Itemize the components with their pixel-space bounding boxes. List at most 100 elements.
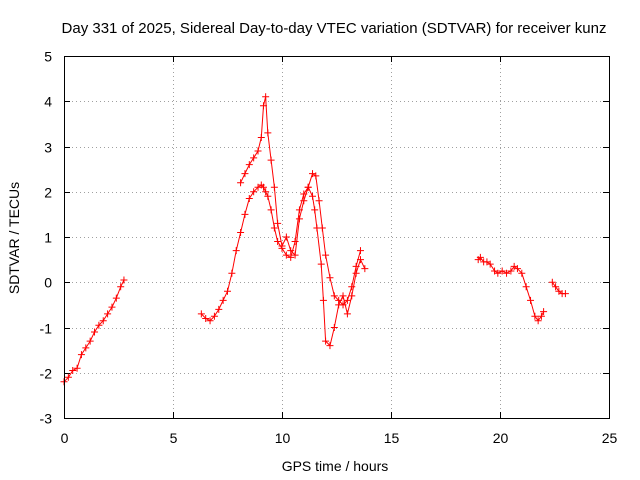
x-tick-label: 25 — [602, 430, 618, 446]
data-point — [326, 274, 334, 282]
data-point — [274, 219, 282, 227]
x-tick-label: 10 — [275, 430, 291, 446]
data-point — [257, 133, 265, 141]
series-line-seg2 — [200, 184, 366, 347]
data-point — [117, 283, 125, 291]
data-point — [339, 292, 347, 300]
y-axis-label: SDTVAR / TECUs — [6, 182, 22, 294]
data-point — [531, 312, 539, 320]
data-point — [210, 312, 218, 320]
plot-area — [60, 93, 569, 386]
data-point — [319, 296, 327, 304]
data-point — [197, 310, 205, 318]
data-point — [73, 364, 81, 372]
data-point — [215, 305, 223, 313]
data-point — [64, 373, 72, 381]
data-point — [291, 251, 299, 259]
data-point — [262, 188, 270, 196]
data-point — [267, 156, 275, 164]
data-point — [278, 242, 286, 250]
data-point — [503, 269, 511, 277]
data-point — [287, 253, 295, 261]
data-point — [228, 269, 236, 277]
data-point — [232, 247, 240, 255]
x-tick-labels: 0 5 10 15 20 25 — [61, 430, 618, 446]
data-point — [86, 337, 94, 345]
data-point — [254, 147, 262, 155]
data-point — [287, 247, 295, 255]
data-point — [537, 312, 545, 320]
data-point — [352, 262, 360, 270]
data-point — [552, 283, 560, 291]
data-point — [513, 265, 521, 273]
data-point — [561, 290, 569, 298]
data-point — [348, 283, 356, 291]
data-point — [224, 287, 231, 295]
data-point — [270, 224, 278, 232]
y-tick-labels: -3 -2 -1 0 1 2 3 4 5 — [40, 49, 53, 427]
data-point — [250, 154, 258, 162]
data-point — [264, 129, 272, 137]
data-point — [274, 238, 282, 246]
y-tick-label: 1 — [44, 230, 52, 246]
data-point — [335, 296, 343, 304]
series-line-seg1 — [63, 279, 125, 383]
x-axis-label: GPS time / hours — [282, 458, 389, 474]
plot-frame — [64, 56, 610, 419]
data-point — [507, 267, 515, 275]
data-point — [99, 317, 107, 325]
data-point — [219, 296, 227, 304]
data-point — [518, 269, 526, 277]
data-point — [339, 301, 347, 309]
data-point — [548, 278, 556, 286]
y-tick-label: 4 — [44, 94, 52, 110]
data-point — [291, 238, 299, 246]
data-point — [322, 337, 330, 345]
data-point — [343, 296, 351, 304]
data-point — [267, 206, 275, 214]
data-point — [330, 292, 338, 300]
data-point — [300, 197, 308, 205]
data-point — [237, 179, 245, 187]
y-tick-label: 0 — [44, 275, 52, 291]
data-point — [317, 260, 325, 268]
data-point — [108, 303, 116, 311]
data-point — [241, 170, 249, 178]
data-point — [259, 183, 267, 191]
data-point — [250, 188, 258, 196]
x-tick-label: 0 — [61, 430, 69, 446]
data-point — [82, 344, 90, 352]
x-tick-label: 20 — [493, 430, 509, 446]
data-point — [245, 161, 253, 169]
grid — [64, 56, 609, 418]
data-point — [534, 317, 542, 325]
data-point — [486, 260, 494, 268]
chart-title: Day 331 of 2025, Sidereal Day-to-day VTE… — [62, 20, 607, 37]
data-point — [295, 215, 303, 223]
data-point — [476, 253, 484, 261]
data-point — [282, 251, 290, 259]
data-point — [262, 93, 270, 101]
data-point — [245, 195, 253, 203]
data-point — [361, 265, 369, 273]
series-line-seg3 — [240, 96, 361, 306]
y-tick-label: -1 — [40, 321, 53, 337]
data-point — [77, 351, 85, 359]
data-point — [309, 192, 317, 200]
data-point — [311, 206, 319, 214]
data-point — [318, 224, 326, 232]
data-point — [356, 247, 364, 255]
data-point — [326, 342, 334, 350]
data-point — [494, 269, 502, 277]
data-point — [95, 321, 103, 329]
y-tick-label: -3 — [40, 411, 53, 427]
data-point — [352, 269, 360, 277]
data-point — [343, 310, 351, 318]
data-point — [498, 267, 506, 275]
data-point — [237, 228, 245, 236]
data-point — [202, 314, 210, 322]
data-point — [104, 310, 112, 318]
data-point — [206, 317, 214, 325]
data-point — [312, 172, 320, 180]
